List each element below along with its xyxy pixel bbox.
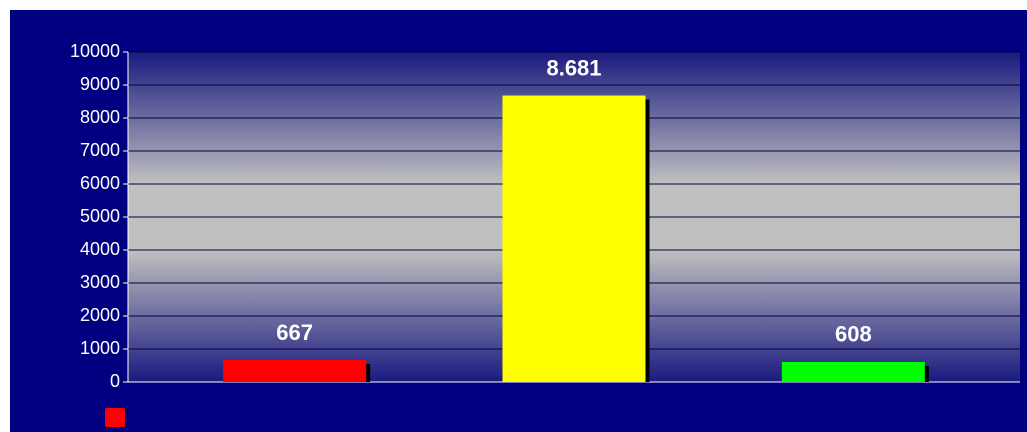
y-tick-label: 10000 — [70, 41, 120, 61]
y-tick-label: 1000 — [80, 338, 120, 358]
bar — [502, 95, 646, 382]
legend-swatch — [105, 408, 125, 427]
y-tick-label: 3000 — [80, 272, 120, 292]
y-tick-label: 5000 — [80, 206, 120, 226]
y-tick-label: 8000 — [80, 107, 120, 127]
y-tick-label: 4000 — [80, 239, 120, 259]
data-label: 667 — [276, 320, 313, 345]
y-tick-label: 0 — [110, 371, 120, 391]
data-label: 608 — [835, 322, 872, 347]
y-tick-label: 9000 — [80, 74, 120, 94]
y-tick-label: 2000 — [80, 305, 120, 325]
bar — [781, 361, 925, 382]
data-label: 8.681 — [546, 55, 601, 80]
bar — [223, 359, 367, 382]
y-tick-label: 7000 — [80, 140, 120, 160]
y-tick-label: 6000 — [80, 173, 120, 193]
